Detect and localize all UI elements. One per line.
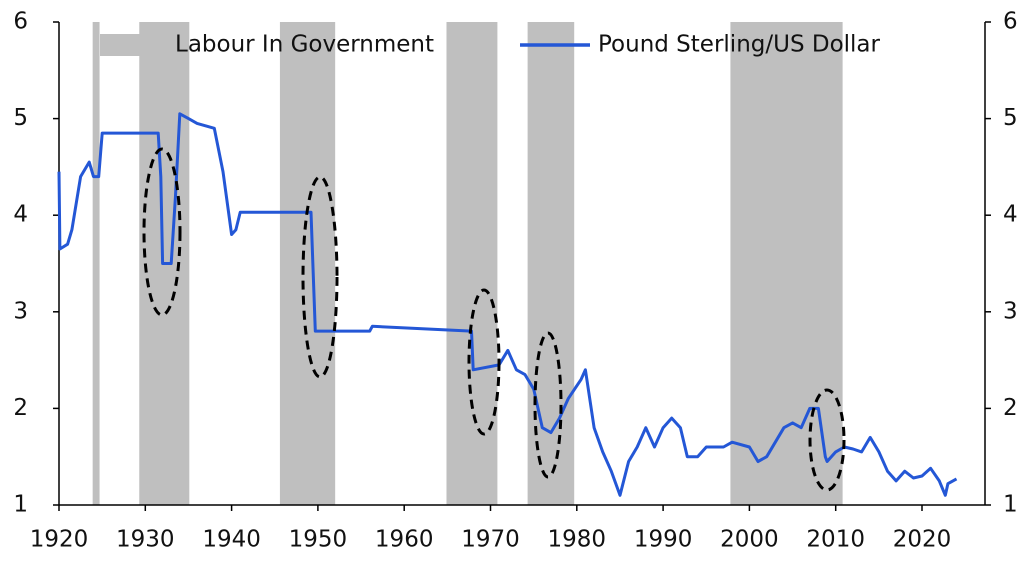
y-tick-label: 3 [13, 298, 28, 324]
x-tick-label: 1990 [634, 527, 693, 553]
x-tick-label: 1980 [548, 527, 607, 553]
x-tick-label: 2010 [806, 527, 865, 553]
band [279, 22, 336, 505]
ellipse [533, 331, 563, 479]
x-tick-label: 2000 [720, 527, 779, 553]
x-tick-label: 1930 [116, 527, 175, 553]
band [92, 22, 100, 505]
ellipse [142, 147, 182, 317]
y2-tick-label: 6 [1003, 9, 1018, 35]
y-tick-label: 1 [13, 492, 28, 518]
ellipse [808, 388, 846, 492]
y2-tick-label: 4 [1003, 202, 1018, 228]
x-tick-label: 1950 [289, 527, 348, 553]
legend-swatch [100, 34, 168, 56]
y2-tick-label: 2 [1003, 395, 1018, 421]
legend-label: Labour In Government [175, 32, 434, 58]
ellipse [467, 288, 501, 436]
bands [92, 22, 843, 505]
band [527, 22, 575, 505]
annotations [142, 147, 846, 492]
y-tick-label: 4 [13, 202, 28, 228]
y2-tick-label: 1 [1003, 492, 1018, 518]
line [57, 112, 958, 497]
legend-label: Pound Sterling/US Dollar [598, 32, 881, 58]
x-tick-label: 2020 [893, 527, 952, 553]
band [730, 22, 843, 505]
y2-tick-label: 3 [1003, 298, 1018, 324]
y-tick-label: 2 [13, 395, 28, 421]
y2-tick-label: 5 [1003, 105, 1018, 131]
band [446, 22, 498, 505]
y-tick-label: 6 [13, 9, 28, 35]
y-tick-label: 5 [13, 105, 28, 131]
x-tick-label: 1920 [30, 527, 89, 553]
x-tick-label: 1960 [375, 527, 434, 553]
ellipse [301, 175, 339, 379]
x-tick-label: 1940 [202, 527, 261, 553]
x-tick-label: 1970 [461, 527, 520, 553]
